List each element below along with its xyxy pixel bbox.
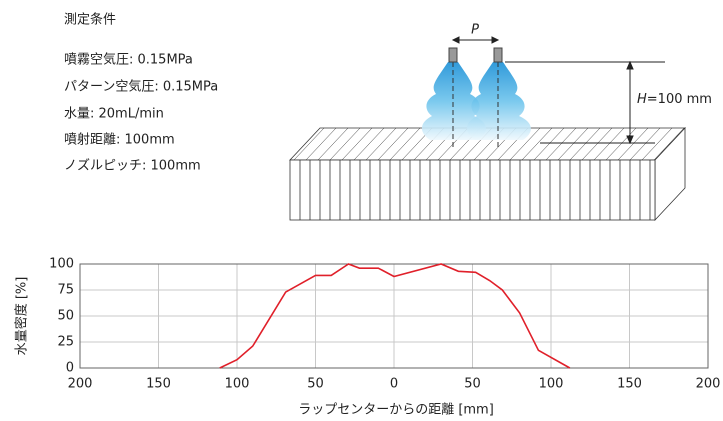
x-tick-label: 0 — [390, 377, 398, 392]
condition: ノズルピッチ: 100mm — [64, 158, 201, 174]
condition: パターン空気圧: 0.15MPa — [64, 79, 218, 95]
workpiece — [289, 126, 686, 222]
spray-plume — [421, 62, 486, 140]
block-hatch — [365, 127, 397, 161]
x-tick-label: 150 — [146, 377, 171, 392]
condition: 水量: 20mL/min — [64, 107, 164, 122]
block-hatch — [557, 127, 589, 161]
x-tick-label: 150 — [617, 377, 642, 392]
conditions-title: 測定条件 — [64, 12, 116, 28]
arrow — [451, 36, 460, 44]
block-hatch — [653, 127, 685, 161]
block-hatch — [521, 127, 553, 161]
block-hatch — [581, 127, 613, 161]
height-label: H=100 mm — [637, 92, 712, 107]
y-tick-label: 100 — [49, 257, 74, 272]
y-tick-label: 0 — [66, 361, 74, 376]
y-axis-label: 水量密度 [%] — [14, 277, 30, 356]
block-hatch — [569, 127, 601, 161]
block-hatch — [509, 127, 541, 161]
height-value: =100 mm — [647, 92, 712, 107]
block-hatch — [641, 127, 673, 161]
y-tick-label: 75 — [57, 283, 74, 298]
nozzle — [448, 47, 458, 63]
block-hatch — [593, 127, 625, 161]
arrow — [626, 135, 634, 145]
arrow — [491, 36, 500, 44]
x-tick-label: 200 — [68, 377, 93, 392]
block-hatch — [341, 127, 373, 161]
x-tick-label: 50 — [307, 377, 324, 392]
x-tick-label: 50 — [464, 377, 481, 392]
spray-plume — [466, 62, 531, 140]
block-hatch — [305, 127, 337, 161]
plot-frame — [79, 263, 709, 369]
block-hatch — [317, 127, 349, 161]
nozzle — [493, 47, 503, 63]
block-hatch — [293, 127, 325, 161]
dimensions — [451, 36, 665, 145]
pitch-label: P — [471, 23, 479, 38]
y-tick-label: 25 — [57, 335, 74, 350]
block-front — [289, 159, 656, 221]
block-hatch — [377, 127, 409, 161]
block-hatch — [533, 127, 565, 161]
x-tick-label: 100 — [225, 377, 250, 392]
arrow — [626, 60, 634, 70]
block-hatch — [545, 127, 577, 161]
y-tick-label: 50 — [57, 309, 74, 324]
condition: 噴射距離: 100mm — [64, 132, 175, 148]
block-hatch — [329, 127, 361, 161]
block-hatch — [605, 127, 637, 161]
height-symbol: H — [637, 92, 647, 107]
sprays — [421, 47, 531, 150]
condition: 噴霧空気圧: 0.15MPa — [64, 52, 193, 68]
block-hatch — [629, 127, 661, 161]
block-hatch — [389, 127, 421, 161]
series-line — [219, 263, 571, 369]
x-tick-label: 100 — [539, 377, 564, 392]
block-hatch — [617, 127, 649, 161]
x-tick-label: 200 — [696, 377, 721, 392]
block-hatch — [353, 127, 385, 161]
x-axis-label: ラップセンターからの距離 [mm] — [298, 403, 494, 418]
